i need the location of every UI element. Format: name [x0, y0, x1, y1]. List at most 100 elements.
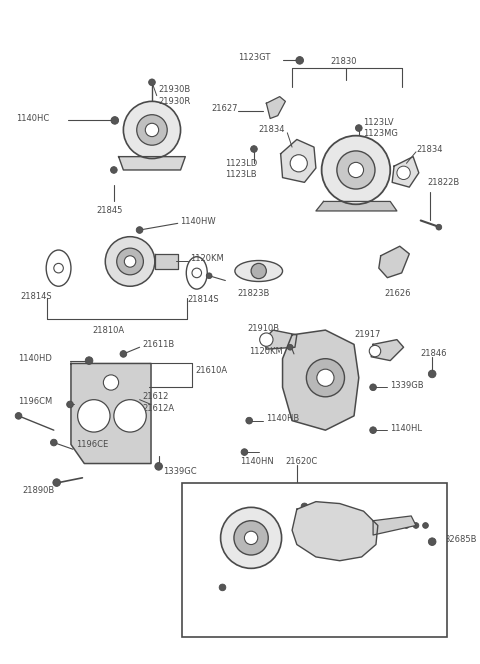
Text: 21814S: 21814S — [21, 292, 52, 301]
Text: 21930R: 21930R — [159, 97, 191, 106]
Text: 21621A: 21621A — [290, 607, 322, 616]
Circle shape — [137, 115, 167, 145]
Text: 21930B: 21930B — [159, 86, 191, 94]
Circle shape — [103, 375, 119, 390]
Circle shape — [322, 135, 390, 205]
Circle shape — [145, 124, 159, 137]
Circle shape — [301, 503, 308, 510]
Text: 1140HC: 1140HC — [16, 114, 49, 123]
Text: 21890B: 21890B — [23, 485, 55, 495]
Text: 25281: 25281 — [207, 519, 234, 528]
Text: 1140HD: 1140HD — [19, 354, 52, 363]
Circle shape — [219, 584, 226, 591]
Ellipse shape — [46, 250, 71, 286]
Text: 32685B: 32685B — [444, 535, 477, 544]
Text: 21834: 21834 — [416, 145, 443, 153]
Text: 21823B: 21823B — [238, 290, 270, 298]
Circle shape — [105, 236, 155, 286]
Text: 1350LE: 1350LE — [352, 600, 383, 609]
Text: 21626: 21626 — [384, 290, 411, 298]
Circle shape — [111, 117, 119, 124]
Polygon shape — [283, 330, 359, 430]
Ellipse shape — [235, 260, 283, 282]
Circle shape — [370, 384, 376, 390]
Circle shape — [404, 523, 409, 529]
Text: 1431AE: 1431AE — [207, 495, 240, 504]
Text: 1123LD: 1123LD — [225, 159, 258, 168]
Text: 21845: 21845 — [96, 207, 123, 215]
Text: 1140HN: 1140HN — [240, 457, 274, 466]
Polygon shape — [119, 157, 185, 170]
Circle shape — [369, 345, 381, 357]
Circle shape — [54, 264, 63, 273]
Circle shape — [124, 256, 136, 267]
Circle shape — [15, 412, 22, 419]
Circle shape — [67, 401, 73, 408]
Text: 1123LB: 1123LB — [225, 170, 257, 179]
Circle shape — [206, 273, 212, 279]
Text: 21917: 21917 — [354, 331, 380, 339]
Text: 1196CE: 1196CE — [76, 440, 108, 449]
Circle shape — [155, 463, 162, 470]
Circle shape — [246, 417, 252, 424]
Text: 21910B: 21910B — [247, 323, 279, 333]
Text: 1123LV: 1123LV — [363, 118, 394, 127]
Polygon shape — [316, 201, 397, 211]
Polygon shape — [281, 139, 316, 183]
Circle shape — [397, 166, 410, 179]
Circle shape — [110, 167, 117, 173]
Text: 1140HB: 1140HB — [266, 414, 300, 423]
Polygon shape — [71, 363, 151, 463]
Circle shape — [260, 333, 273, 347]
Circle shape — [290, 155, 307, 172]
Polygon shape — [392, 157, 419, 187]
Circle shape — [428, 538, 436, 546]
Text: 21611B: 21611B — [143, 340, 175, 349]
Text: 1123GT: 1123GT — [238, 53, 270, 62]
Circle shape — [114, 400, 146, 432]
Text: 21834: 21834 — [259, 125, 285, 134]
Circle shape — [85, 357, 93, 365]
Circle shape — [413, 523, 419, 529]
Polygon shape — [379, 246, 409, 278]
Circle shape — [241, 449, 248, 456]
Text: 21846: 21846 — [421, 349, 447, 359]
Circle shape — [78, 400, 110, 432]
Circle shape — [296, 56, 303, 64]
Polygon shape — [371, 339, 404, 361]
Text: 21627: 21627 — [211, 104, 238, 114]
Polygon shape — [155, 254, 178, 269]
Text: 21610A: 21610A — [196, 366, 228, 374]
Circle shape — [234, 521, 268, 555]
Text: 1120KM: 1120KM — [249, 347, 283, 355]
Text: 1338AE: 1338AE — [200, 607, 232, 616]
Circle shape — [348, 163, 363, 177]
Text: 1196CM: 1196CM — [19, 397, 53, 406]
Circle shape — [149, 79, 156, 86]
Polygon shape — [373, 516, 416, 535]
Circle shape — [136, 226, 143, 233]
Ellipse shape — [186, 257, 207, 289]
Circle shape — [251, 145, 257, 152]
Text: 1140HW: 1140HW — [180, 217, 216, 226]
Circle shape — [337, 151, 375, 189]
Polygon shape — [266, 96, 286, 118]
Text: 21830: 21830 — [330, 57, 357, 66]
Text: 1339GB: 1339GB — [390, 381, 424, 390]
Text: 21822B: 21822B — [427, 178, 460, 187]
Circle shape — [123, 102, 180, 159]
Circle shape — [120, 351, 127, 357]
Circle shape — [317, 369, 334, 386]
Text: 21810A: 21810A — [92, 325, 124, 335]
Text: 21612: 21612 — [143, 392, 169, 401]
Text: 1140HL: 1140HL — [390, 424, 422, 433]
Circle shape — [50, 439, 57, 446]
Circle shape — [244, 531, 258, 544]
Circle shape — [356, 125, 362, 131]
Text: 25284: 25284 — [368, 495, 395, 504]
Text: 21814S: 21814S — [187, 295, 219, 304]
Text: 1123MG: 1123MG — [363, 129, 398, 138]
Polygon shape — [292, 501, 378, 560]
Circle shape — [428, 370, 436, 378]
Circle shape — [221, 507, 282, 568]
